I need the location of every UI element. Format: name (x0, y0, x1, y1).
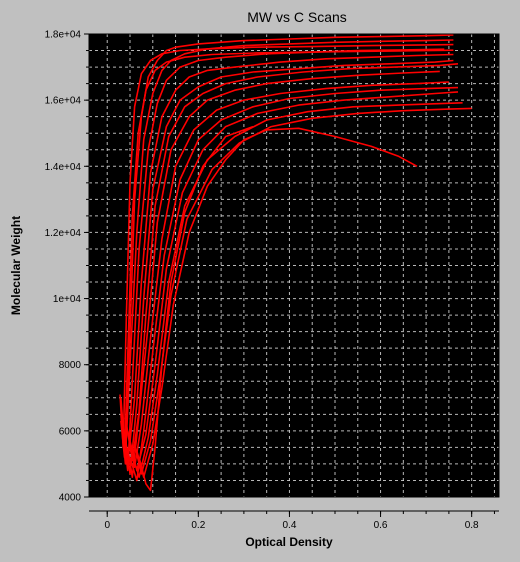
series-line-7 (126, 70, 440, 479)
chart-title: MW vs C Scans (247, 9, 347, 25)
series-line-6 (124, 63, 459, 462)
series-line-11 (131, 102, 463, 479)
y-tick-label: 1.4e+04 (45, 162, 82, 173)
axes: 4000 6000 8000 1e+04 1.2e+04 1.4e+04 1.6e+04 1.… (45, 30, 499, 531)
series-line-16 (120, 49, 454, 459)
x-tick-label: 0 (104, 520, 110, 531)
y-tick-label: 1.2e+04 (45, 228, 82, 239)
series-line-12 (133, 107, 472, 475)
x-tick-label: 0.4 (282, 520, 296, 531)
series-line-2 (120, 39, 454, 459)
y-tick-label: 1.6e+04 (45, 96, 82, 107)
series-line-1 (120, 34, 454, 465)
y-tick-label: 6000 (59, 426, 82, 437)
series-line-13 (136, 127, 418, 479)
series-line-8 (126, 81, 449, 469)
y-axis-title: Molecular Weight (9, 216, 23, 315)
series-line-14 (138, 125, 254, 492)
series-line-9 (129, 86, 459, 482)
x-axis-title: Optical Density (245, 535, 333, 549)
y-tick-label: 4000 (59, 493, 82, 504)
series-group (119, 34, 472, 492)
series-line-15 (119, 43, 454, 449)
y-tick-label: 1e+04 (53, 294, 82, 305)
y-tick-label: 8000 (59, 360, 82, 371)
series-line-5 (124, 59, 454, 475)
series-line-10 (129, 91, 459, 472)
x-tick-label: 0.6 (374, 520, 388, 531)
x-tick-label: 0.2 (191, 520, 205, 531)
x-tick-label: 0.8 (465, 520, 479, 531)
series-line-4 (122, 53, 454, 465)
y-tick-label: 1.8e+04 (45, 30, 82, 41)
